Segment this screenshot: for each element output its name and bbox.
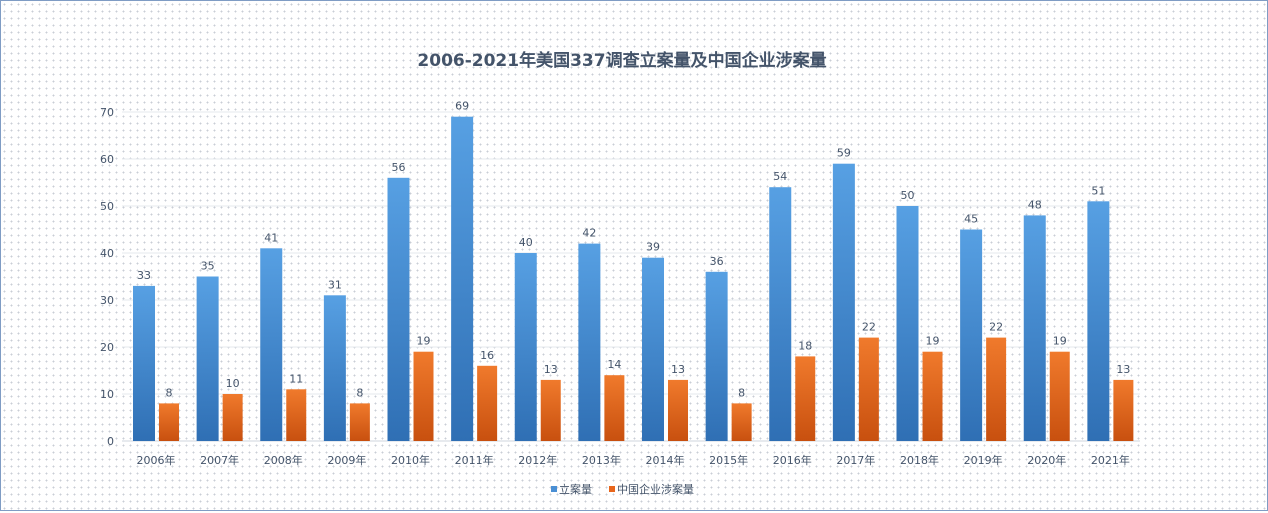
data-label-china: 8 <box>356 386 363 399</box>
data-label-filing: 48 <box>1028 198 1042 211</box>
legend-label: 中国企业涉案量 <box>617 482 694 496</box>
bar-filing-count <box>323 295 346 441</box>
x-tick-label: 2010年 <box>391 453 430 467</box>
bar-filing-count <box>642 257 664 441</box>
bar-filing-count <box>451 116 474 441</box>
data-label-filing: 36 <box>710 255 724 268</box>
data-label-china: 22 <box>862 321 876 334</box>
bar-china-involved-count <box>986 337 1007 441</box>
bar-china-involved-count <box>540 379 561 441</box>
data-label-filing: 54 <box>773 170 787 183</box>
x-tick-label: 2013年 <box>582 453 621 467</box>
bar-filing-count <box>832 163 855 441</box>
bar-filing-count <box>260 248 283 441</box>
y-tick-label: 60 <box>100 153 114 166</box>
bar-filing-count <box>769 187 792 441</box>
bar-filing-count <box>1023 215 1046 441</box>
x-tick-label: 2021年 <box>1091 453 1130 467</box>
y-tick-label: 20 <box>100 341 114 354</box>
y-tick-label: 0 <box>107 435 114 448</box>
data-label-filing: 69 <box>455 100 469 113</box>
data-label-china: 8 <box>738 386 745 399</box>
x-tick-label: 2007年 <box>200 453 239 467</box>
bar-china-involved-count <box>858 337 879 441</box>
data-label-china: 22 <box>989 321 1003 334</box>
legend-swatch <box>551 486 557 492</box>
chart-title: 2006-2021年美国337调查立案量及中国企业涉案量 <box>417 50 826 71</box>
data-label-china: 11 <box>289 372 303 385</box>
data-label-filing: 31 <box>328 278 342 291</box>
data-label-filing: 56 <box>392 161 406 174</box>
x-tick-label: 2017年 <box>836 453 875 467</box>
data-label-china: 8 <box>166 386 173 399</box>
data-label-china: 13 <box>544 363 558 376</box>
data-label-china: 16 <box>480 349 494 362</box>
bar-china-involved-count <box>604 375 625 441</box>
y-tick-label: 50 <box>100 200 114 213</box>
y-tick-label: 30 <box>100 294 114 307</box>
data-label-filing: 50 <box>901 189 915 202</box>
bar-china-involved-count <box>1113 379 1134 441</box>
y-tick-label: 70 <box>100 106 114 119</box>
bar-filing-count <box>133 285 155 441</box>
data-label-filing: 33 <box>137 269 151 282</box>
legend-label: 立案量 <box>559 482 592 496</box>
x-tick-label: 2018年 <box>900 453 939 467</box>
bar-filing-count <box>514 253 537 441</box>
data-label-china: 10 <box>226 377 240 390</box>
data-label-china: 18 <box>798 339 812 352</box>
bar-china-involved-count <box>731 403 752 441</box>
data-label-china: 19 <box>417 335 431 348</box>
x-tick-label: 2009年 <box>327 453 366 467</box>
x-tick-label: 2006年 <box>137 453 176 467</box>
bar-china-involved-count <box>349 403 370 441</box>
bar-filing-count <box>578 243 601 441</box>
bar-china-involved-count <box>668 379 688 441</box>
x-tick-label: 2014年 <box>646 453 685 467</box>
data-label-china: 13 <box>1116 363 1130 376</box>
x-tick-label: 2011年 <box>455 453 494 467</box>
bar-filing-count <box>960 229 983 441</box>
bar-china-involved-count <box>922 351 943 441</box>
bar-china-involved-count <box>286 389 307 441</box>
bar-filing-count <box>1087 201 1110 441</box>
data-label-china: 19 <box>1053 335 1067 348</box>
data-label-filing: 41 <box>264 231 278 244</box>
y-tick-label: 10 <box>100 388 114 401</box>
x-tick-label: 2019年 <box>964 453 1003 467</box>
bar-china-involved-count <box>1049 351 1070 441</box>
y-tick-label: 40 <box>100 247 114 260</box>
bar-china-involved-count <box>159 403 179 441</box>
data-label-filing: 51 <box>1091 184 1105 197</box>
data-label-china: 13 <box>671 363 685 376</box>
x-tick-label: 2012年 <box>518 453 557 467</box>
bar-filing-count <box>387 177 410 442</box>
data-label-filing: 35 <box>201 260 215 273</box>
bar-china-involved-count <box>222 394 243 441</box>
data-label-china: 19 <box>926 335 940 348</box>
x-tick-label: 2016年 <box>773 453 812 467</box>
bar-china-involved-count <box>477 365 498 441</box>
data-label-filing: 42 <box>582 227 596 240</box>
bar-china-involved-count <box>795 356 816 441</box>
data-label-filing: 45 <box>964 213 978 226</box>
x-tick-label: 2020年 <box>1027 453 1066 467</box>
bar-filing-count <box>896 206 919 441</box>
data-label-china: 14 <box>607 358 621 371</box>
data-label-filing: 39 <box>646 241 660 254</box>
bar-filing-count <box>705 271 728 441</box>
data-label-filing: 59 <box>837 147 851 160</box>
data-label-filing: 40 <box>519 236 533 249</box>
bar-filing-count <box>196 276 219 441</box>
x-tick-label: 2008年 <box>264 453 303 467</box>
legend-swatch <box>609 486 615 492</box>
bar-china-involved-count <box>413 351 434 441</box>
x-tick-label: 2015年 <box>709 453 748 467</box>
